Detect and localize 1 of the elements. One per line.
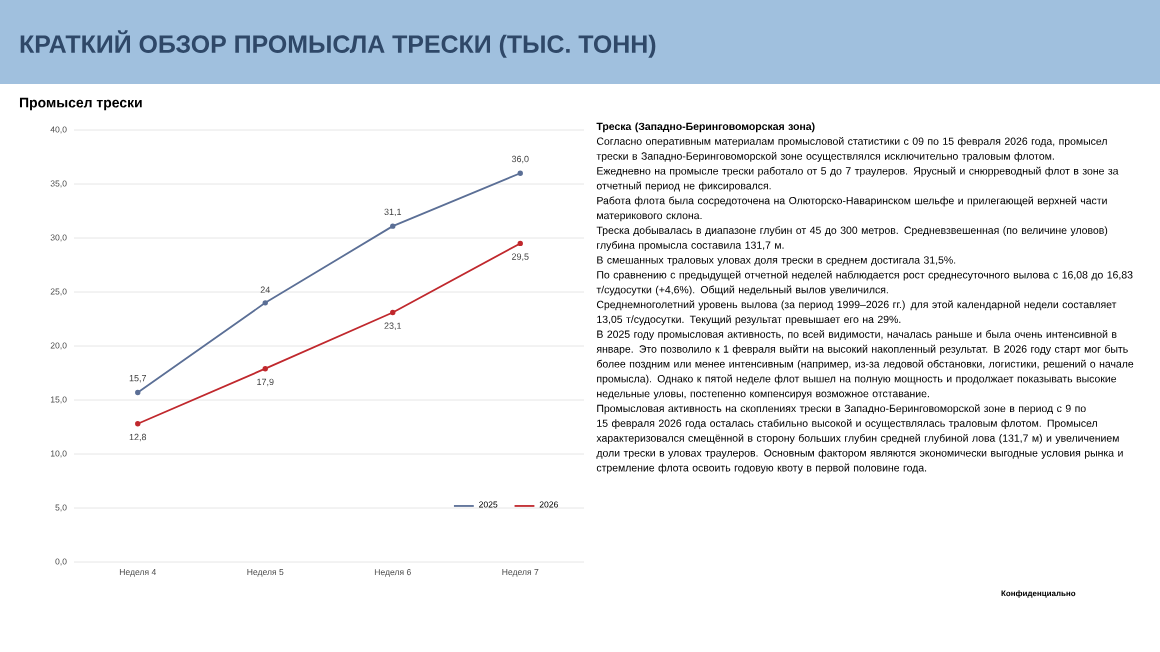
chart-title: КРАТКИЙ ОБЗОР ПРОМЫСЛА ТРЕСКИ (ТЫС. ТОНН) [20, 30, 656, 58]
